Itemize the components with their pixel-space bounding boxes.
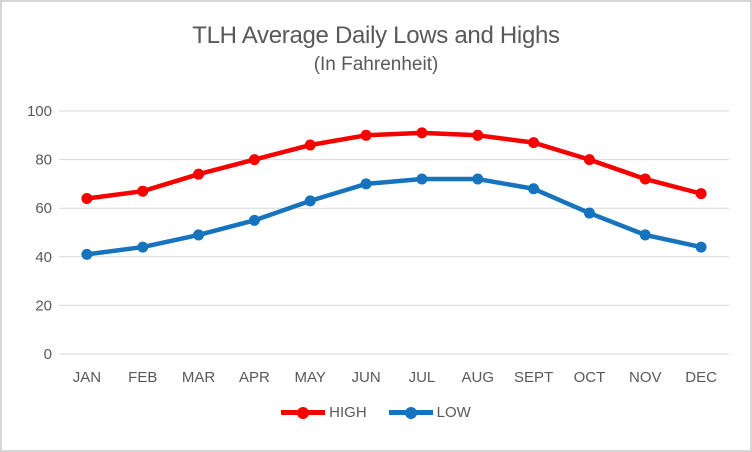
low-series-marker-icon (404, 406, 417, 419)
legend-label-low: LOW (436, 404, 471, 421)
high-data-point (360, 129, 372, 141)
x-axis-month-label: OCT (574, 369, 606, 386)
low-data-point (583, 207, 595, 219)
y-axis-tick-label: 0 (44, 346, 52, 363)
chart-title: TLH Average Daily Lows and Highs (192, 22, 560, 49)
high-data-point (304, 139, 316, 151)
x-axis-month-label: MAY (295, 369, 326, 386)
high-data-point (416, 127, 428, 139)
low-data-point (416, 173, 428, 185)
high-series-marker-icon (297, 406, 310, 419)
low-data-point (639, 229, 651, 241)
low-data-point (695, 241, 707, 253)
low-data-point (528, 183, 540, 195)
low-data-point (248, 214, 260, 226)
x-axis-month-label: JUN (351, 369, 380, 386)
high-data-point (528, 137, 540, 149)
low-data-point (193, 229, 205, 241)
y-axis-tick-label: 80 (35, 152, 52, 169)
chart-subtitle: (In Fahrenheit) (313, 54, 439, 75)
x-axis-month-label: APR (239, 369, 270, 386)
high-series-line (84, 130, 704, 201)
x-axis-month-label: JAN (73, 369, 101, 386)
low-data-point (304, 195, 316, 207)
legend-item-low: LOW (388, 404, 471, 421)
x-axis-month-label: SEPT (514, 369, 553, 386)
high-data-point (248, 154, 260, 166)
low-data-point (472, 173, 484, 185)
y-axis-tick-label: 100 (27, 103, 52, 120)
high-data-point (193, 168, 205, 180)
low-data-point (360, 178, 372, 190)
low-series-swatch (388, 406, 433, 419)
x-axis-month-label: FEB (128, 369, 157, 386)
y-axis-tick-label: 20 (35, 297, 52, 314)
high-series-swatch (281, 406, 326, 419)
x-axis-month-label: DEC (685, 369, 717, 386)
chart-legend: HIGH LOW (2, 404, 750, 421)
x-axis-month-label: NOV (629, 369, 662, 386)
legend-label-high: HIGH (329, 404, 367, 421)
y-axis-tick-label: 60 (35, 200, 52, 217)
x-axis-month-label: MAR (182, 369, 216, 386)
low-series-line (84, 176, 704, 257)
high-data-point (137, 185, 149, 197)
x-axis-month-label: AUG (461, 369, 494, 386)
y-axis-tick-label: 40 (35, 249, 52, 266)
low-data-point (81, 248, 93, 260)
high-data-point (81, 192, 93, 204)
high-data-point (583, 154, 595, 166)
high-data-point (695, 188, 707, 200)
low-data-point (137, 241, 149, 253)
high-data-point (472, 129, 484, 141)
legend-item-high: HIGH (281, 404, 367, 421)
high-data-point (639, 173, 651, 185)
x-axis-month-label: JUL (409, 369, 436, 386)
